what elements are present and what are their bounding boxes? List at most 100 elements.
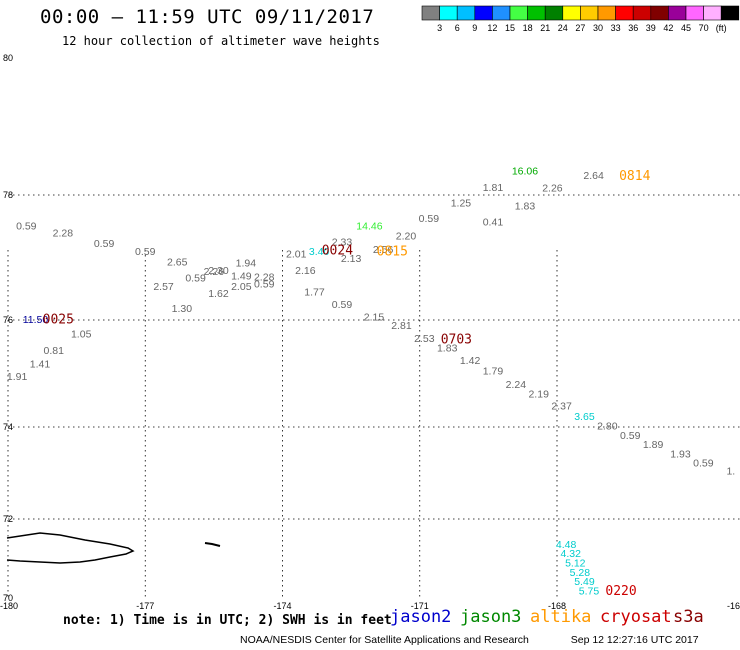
wave-height-value: 1.62: [208, 288, 229, 300]
map-grid: [7, 194, 740, 598]
pass-time-label: 0815: [377, 245, 408, 260]
scale-tick-label: 45: [681, 23, 691, 33]
generated-timestamp: Sep 12 12:27:16 UTC 2017: [570, 634, 699, 646]
wave-height-value: 0.59: [254, 279, 275, 291]
wave-height-value: 16.06: [512, 165, 538, 177]
wave-height-value: 0.81: [44, 345, 65, 357]
wave-height-value: 3.40: [309, 246, 330, 258]
wave-height-value: 2.05: [231, 281, 252, 293]
wave-height-value: 1.89: [643, 439, 664, 451]
wave-height-value: 4.48: [556, 539, 577, 551]
scale-tick-label: 3: [437, 23, 442, 33]
wave-height-value: 0.59: [16, 220, 37, 232]
satellite-legend-item: cryosat: [600, 607, 672, 627]
scale-swatch: [668, 5, 687, 21]
wave-height-value: 2.53: [414, 333, 435, 345]
wave-height-value: 2.28: [254, 272, 275, 284]
wave-height-value: 1.: [726, 465, 735, 477]
latitude-label: 76: [3, 315, 13, 325]
scale-swatch: [615, 5, 634, 21]
wave-height-value: 1.83: [437, 343, 458, 355]
color-scale: 3 6 9 12 15 18 21 24 27 30 33 36 39 42 45 70 (ft): [421, 5, 740, 33]
wave-height-value: 1.93: [670, 448, 691, 460]
wave-height-value: 2.64: [583, 170, 604, 182]
wave-height-value: 0.59: [94, 238, 115, 250]
satellite-legend-item: jason2: [390, 607, 452, 627]
islet-shape: [204, 542, 221, 547]
wave-height-value: 1.79: [483, 366, 504, 378]
scale-swatch: [720, 5, 740, 21]
wave-height-value: 2.26: [204, 266, 225, 278]
wave-height-value: 1.91: [7, 371, 28, 383]
scale-swatch: [685, 5, 704, 21]
scale-tick-label: 18: [523, 23, 533, 33]
longitude-label: -174: [273, 601, 291, 611]
scale-swatch: [509, 5, 528, 21]
longitude-label: -171: [411, 601, 429, 611]
wave-height-value: 0.41: [483, 217, 504, 229]
scale-tick-label: 15: [505, 23, 515, 33]
wave-height-value: 0.59: [693, 458, 714, 470]
scale-swatch: [474, 5, 493, 21]
map-subtitle: 12 hour collection of altimeter wave hei…: [62, 34, 380, 48]
wave-height-value: 1.81: [483, 182, 504, 194]
scale-swatch: [650, 5, 669, 21]
scale-tick-label: 27: [575, 23, 585, 33]
wave-height-value: 1.41: [30, 359, 51, 371]
wave-height-value: 2.65: [167, 257, 188, 269]
wave-height-value: 2.33: [332, 237, 353, 249]
scale-tick-label: 42: [663, 23, 673, 33]
longitude-label: -177: [136, 601, 154, 611]
pass-time-label: 0703: [441, 333, 472, 348]
wave-height-value: 1.25: [451, 197, 472, 209]
wrangel-island-shape: [6, 532, 135, 564]
scale-swatch: [421, 5, 440, 21]
scale-swatch: [492, 5, 511, 21]
wave-height-value: 5.49: [574, 576, 595, 588]
latitude-label: 74: [3, 422, 13, 432]
wave-height-value: 0.59: [332, 299, 353, 311]
wave-height-value: 0.59: [185, 272, 206, 284]
longitude-label: -16: [727, 601, 740, 611]
scale-tick-label: 30: [593, 23, 603, 33]
wave-height-value: 2.24: [506, 379, 527, 391]
scale-tick-label: 39: [646, 23, 656, 33]
wave-height-value: 5.28: [570, 567, 591, 579]
wave-height-value: 5.75: [579, 585, 600, 597]
wave-height-value: 2.80: [597, 420, 618, 432]
latitude-label: 70: [3, 593, 13, 603]
wave-height-value: 2.01: [286, 249, 307, 261]
scale-tick-label: 24: [558, 23, 568, 33]
map-note: note: 1) Time is in UTC; 2) SWH is in fe…: [63, 613, 392, 628]
map-title: 00:00 – 11:59 UTC 09/11/2017: [40, 6, 375, 28]
wave-height-value: 2.28: [53, 227, 74, 239]
latitude-label: 72: [3, 514, 13, 524]
longitude-label: -168: [548, 601, 566, 611]
coastline: [6, 532, 221, 564]
scale-swatch: [527, 5, 546, 21]
pass-time-label: 0814: [619, 169, 650, 184]
pass-time-label: 0220: [605, 584, 636, 599]
wave-height-value: 2.16: [295, 265, 316, 277]
wave-height-value: 1.77: [304, 287, 325, 299]
credit-line: NOAA/NESDIS Center for Satellite Applica…: [240, 634, 699, 646]
scale-swatch: [456, 5, 476, 21]
latitude-label: 78: [3, 190, 13, 200]
wave-height-value: 4.32: [561, 548, 582, 560]
wave-height-value: 2.81: [391, 320, 412, 332]
wave-height-value: 1.05: [71, 329, 92, 341]
wave-height-value: 2.26: [542, 183, 563, 195]
scale-tick-label: 9: [472, 23, 477, 33]
scale-swatch: [703, 5, 722, 21]
wave-height-value: 1.42: [460, 355, 481, 367]
scale-tick-label: 70: [699, 23, 709, 33]
pass-times: 0024 0815 0814 0025 0703 0220: [43, 169, 651, 599]
wave-height-value: 5.12: [565, 557, 586, 569]
scale-tick-label: 33: [611, 23, 621, 33]
pass-time-label: 0025: [43, 313, 74, 328]
scale-tick-label: 21: [540, 23, 550, 33]
scale-swatch: [439, 5, 458, 21]
wave-height-value: 2.56: [373, 244, 394, 256]
